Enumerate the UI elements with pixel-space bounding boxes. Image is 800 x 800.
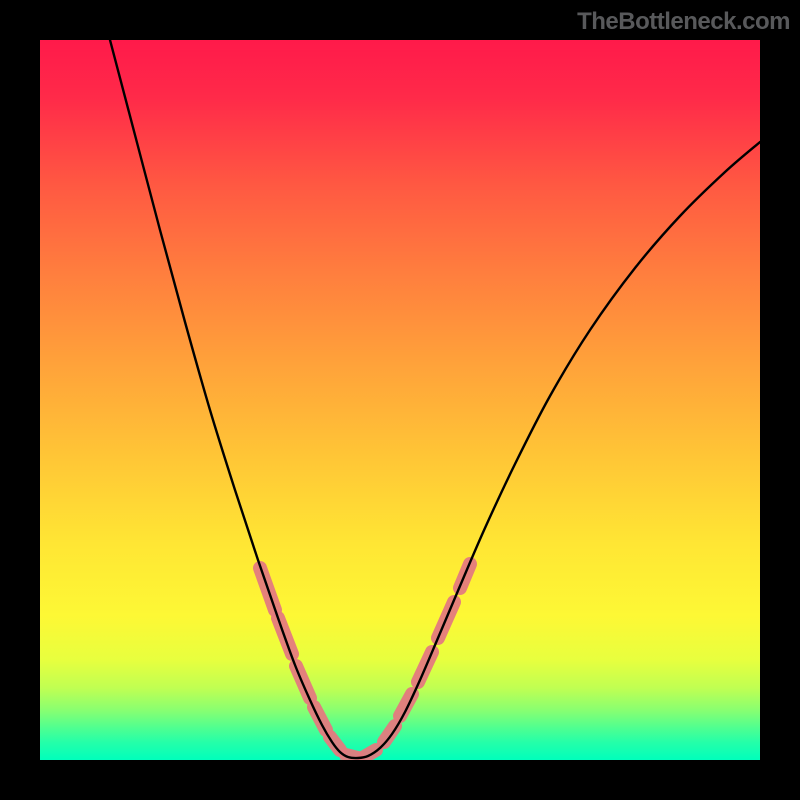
chart-root: TheBottleneck.com bbox=[0, 0, 800, 800]
curve-layer bbox=[40, 40, 760, 760]
plot-area bbox=[40, 40, 760, 760]
watermark-text: TheBottleneck.com bbox=[577, 8, 790, 36]
overlay-curve bbox=[260, 564, 470, 758]
